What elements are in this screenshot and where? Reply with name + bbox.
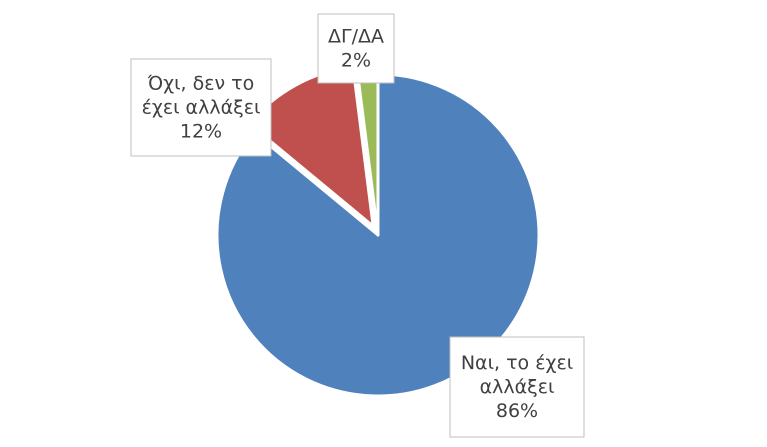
- data-label-value: 2%: [341, 50, 371, 72]
- data-label-category: έχει αλλάξει: [142, 97, 261, 119]
- data-label-box: [449, 336, 585, 438]
- pie-slices: [215, 65, 541, 398]
- data-label-box: [130, 58, 272, 157]
- data-label-value: 12%: [180, 121, 222, 143]
- data-label-category: αλλάξει: [480, 376, 555, 398]
- data-label-box: [317, 13, 395, 84]
- data-label-category: ΔΓ/ΔΑ: [328, 26, 384, 48]
- data-label-category: Όχι, δεν το: [147, 73, 255, 95]
- data-label-value: 86%: [496, 400, 538, 422]
- data-label-3: ΔΓ/ΔΑ2%: [317, 13, 395, 84]
- data-label-category: Ναι, το έχει: [461, 352, 573, 374]
